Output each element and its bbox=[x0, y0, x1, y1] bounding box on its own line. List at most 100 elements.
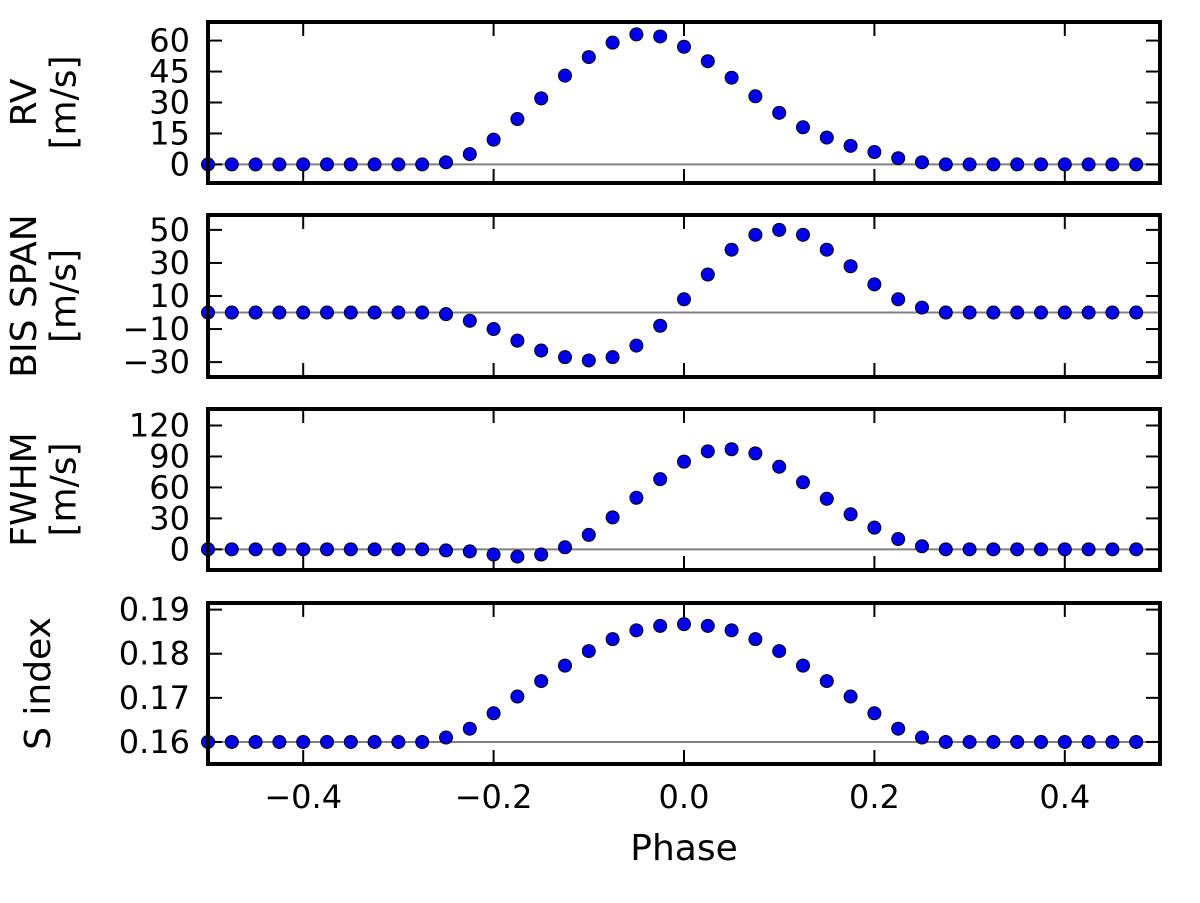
data-point bbox=[986, 305, 1001, 320]
x-tick-label: 0.2 bbox=[849, 778, 900, 816]
data-point bbox=[248, 157, 263, 172]
data-point bbox=[486, 547, 501, 562]
data-point bbox=[439, 307, 453, 322]
data-point bbox=[248, 734, 263, 749]
y-tick-label: 0.16 bbox=[119, 723, 190, 761]
data-point bbox=[581, 527, 596, 542]
data-point bbox=[534, 343, 549, 358]
data-point bbox=[938, 542, 953, 557]
data-point bbox=[748, 227, 763, 242]
data-point bbox=[629, 623, 644, 638]
data-point bbox=[415, 305, 430, 320]
data-point bbox=[558, 658, 572, 673]
data-point bbox=[296, 305, 311, 320]
data-point bbox=[748, 632, 763, 647]
data-point bbox=[867, 277, 882, 292]
data-point bbox=[891, 151, 906, 166]
data-point bbox=[843, 507, 858, 522]
data-point bbox=[700, 54, 715, 69]
data-point bbox=[1081, 542, 1096, 557]
data-point bbox=[367, 734, 382, 749]
y-tick-label: −30 bbox=[122, 343, 190, 381]
data-point bbox=[724, 242, 739, 257]
data-point bbox=[272, 305, 287, 320]
data-point bbox=[867, 706, 882, 721]
y-tick-label: 120 bbox=[129, 407, 190, 445]
data-point bbox=[629, 338, 644, 353]
data-point bbox=[772, 105, 787, 120]
x-tick-label: −0.2 bbox=[455, 778, 533, 816]
data-point bbox=[843, 138, 858, 153]
data-point bbox=[1034, 542, 1048, 557]
x-tick-label: 0.4 bbox=[1039, 778, 1090, 816]
data-point bbox=[248, 305, 263, 320]
y-axis-label: BIS SPAN[m/s] bbox=[4, 214, 85, 377]
data-point bbox=[534, 91, 549, 106]
data-point bbox=[415, 734, 430, 749]
data-point bbox=[748, 446, 763, 461]
data-point bbox=[415, 542, 430, 557]
data-point bbox=[343, 305, 358, 320]
data-point bbox=[819, 674, 834, 689]
data-point bbox=[891, 721, 906, 736]
data-point bbox=[296, 734, 311, 749]
data-point bbox=[1034, 157, 1048, 172]
data-point bbox=[462, 544, 477, 559]
y-tick-label: 0 bbox=[170, 145, 190, 183]
data-point bbox=[320, 734, 334, 749]
data-point bbox=[581, 353, 596, 368]
data-point bbox=[986, 734, 1001, 749]
data-point bbox=[391, 157, 406, 172]
data-point bbox=[938, 157, 953, 172]
data-point bbox=[677, 292, 691, 307]
data-point bbox=[343, 734, 358, 749]
data-point bbox=[486, 322, 501, 337]
x-tick-label: 0.0 bbox=[659, 778, 710, 816]
axes-frame bbox=[206, 407, 1162, 572]
y-tick-label: 0.19 bbox=[119, 591, 190, 629]
data-point bbox=[272, 157, 287, 172]
data-point bbox=[1057, 734, 1072, 749]
data-point bbox=[1105, 542, 1120, 557]
data-point bbox=[1105, 157, 1120, 172]
y-axis-label: S index bbox=[18, 617, 59, 750]
data-point bbox=[653, 29, 668, 44]
data-point bbox=[677, 617, 691, 632]
data-point bbox=[962, 734, 977, 749]
y-tick-label: 50 bbox=[149, 211, 190, 249]
data-point bbox=[510, 112, 525, 127]
data-point bbox=[1010, 305, 1025, 320]
y-tick-label: −10 bbox=[122, 310, 190, 348]
data-point bbox=[700, 618, 715, 633]
axes-frame bbox=[206, 213, 1162, 379]
data-point bbox=[605, 510, 620, 525]
data-point bbox=[296, 542, 311, 557]
data-point bbox=[1129, 157, 1144, 172]
data-point bbox=[534, 674, 549, 689]
data-point bbox=[320, 542, 334, 557]
y-axis-label: RV[m/s] bbox=[4, 55, 85, 149]
data-point bbox=[796, 475, 810, 490]
data-point bbox=[224, 542, 239, 557]
data-point bbox=[510, 333, 525, 348]
data-point bbox=[439, 543, 453, 558]
data-point bbox=[343, 542, 358, 557]
data-point bbox=[796, 227, 810, 242]
data-point bbox=[772, 644, 787, 659]
data-point bbox=[367, 157, 382, 172]
data-point bbox=[1057, 542, 1072, 557]
data-point bbox=[1010, 542, 1025, 557]
data-point bbox=[391, 305, 406, 320]
data-point bbox=[415, 157, 430, 172]
data-point bbox=[1105, 305, 1120, 320]
data-point bbox=[986, 542, 1001, 557]
data-point bbox=[1081, 305, 1096, 320]
data-point bbox=[272, 542, 287, 557]
y-tick-label: 30 bbox=[149, 84, 190, 122]
data-point bbox=[891, 292, 906, 307]
y-tick-label: 30 bbox=[149, 499, 190, 537]
data-point bbox=[938, 305, 953, 320]
data-point bbox=[391, 734, 406, 749]
